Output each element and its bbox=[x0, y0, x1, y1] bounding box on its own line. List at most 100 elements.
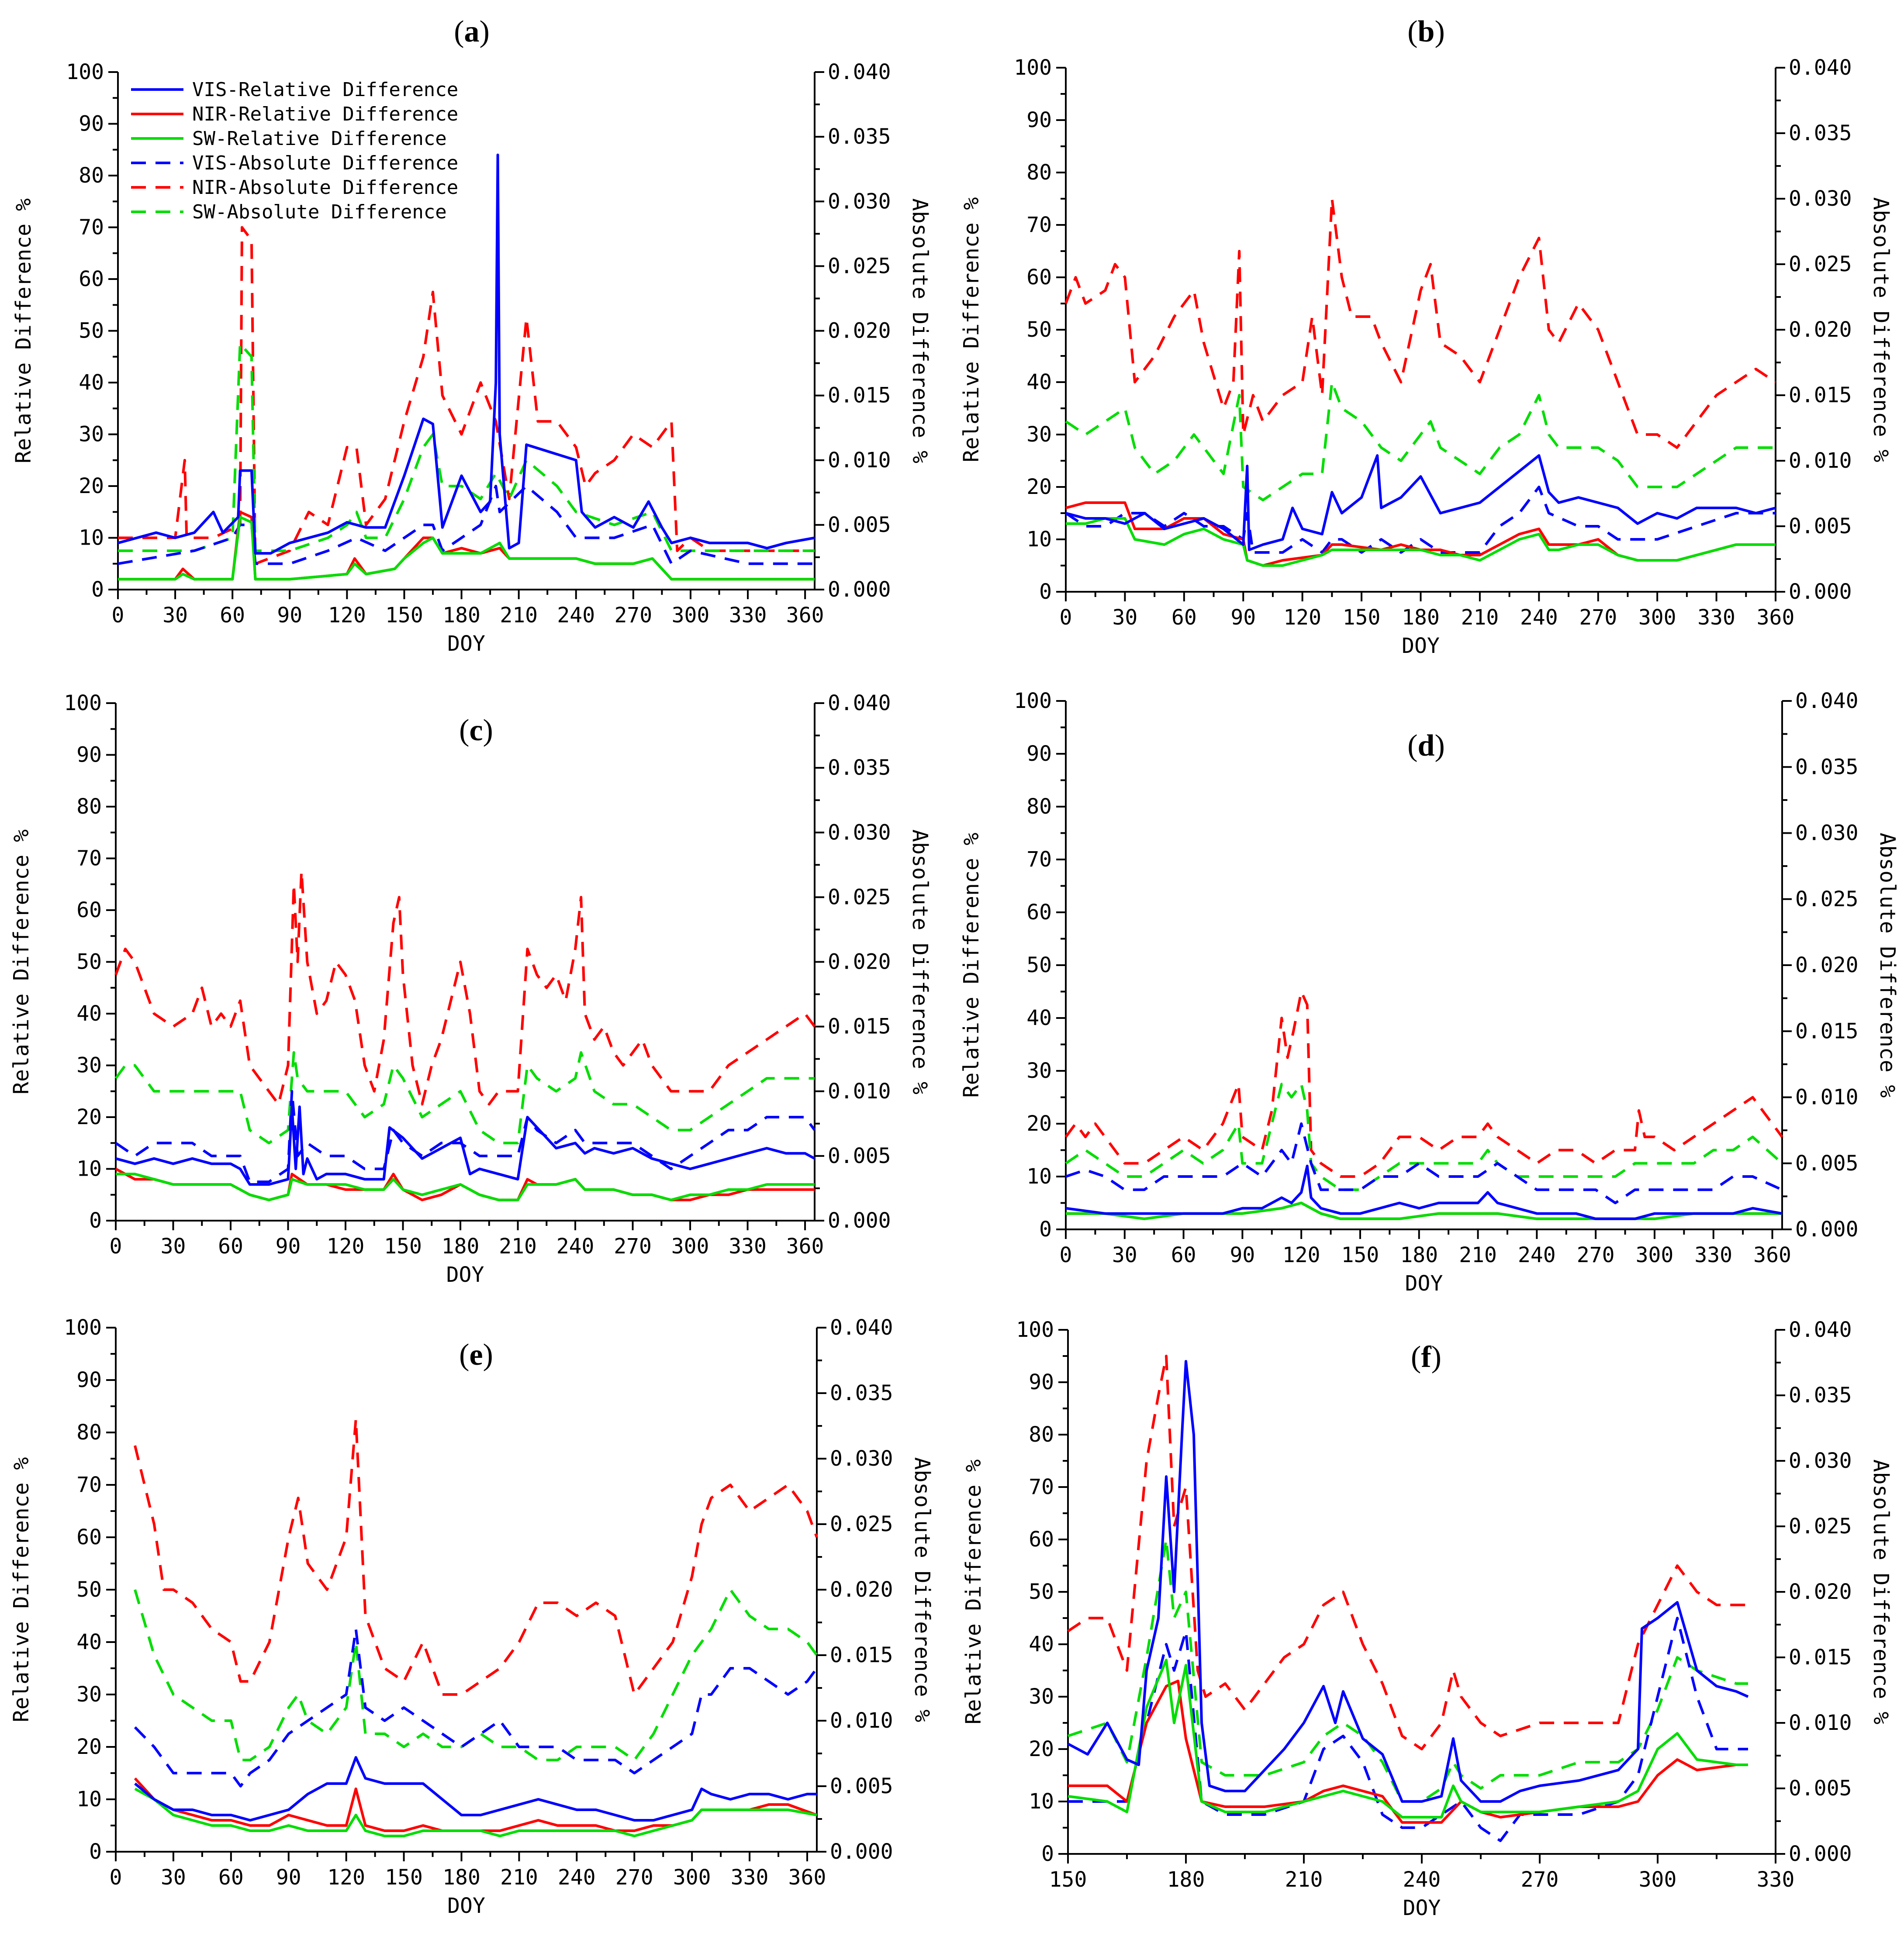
y-tick-label: 80 bbox=[76, 794, 102, 819]
y-tick-label: 90 bbox=[79, 112, 104, 136]
legend-label: NIR-Absolute Difference bbox=[192, 176, 458, 199]
y2-tick-label: 0.005 bbox=[828, 513, 891, 537]
y-tick-label: 100 bbox=[64, 1315, 102, 1340]
series-vis-rel bbox=[1067, 1360, 1749, 1803]
x-tick-label: 90 bbox=[1230, 605, 1256, 630]
y2-tick-label: 0.040 bbox=[828, 691, 891, 715]
y-tick-label: 10 bbox=[76, 1787, 102, 1812]
x-tick-label: 360 bbox=[1753, 1243, 1791, 1267]
x-axis-title: DOY bbox=[1403, 1896, 1441, 1920]
panel-label-letter: c bbox=[469, 714, 483, 747]
series-sw-abs bbox=[114, 1051, 815, 1145]
y2-tick-label: 0.020 bbox=[1789, 317, 1852, 342]
x-tick-label: 60 bbox=[1171, 605, 1197, 630]
x-tick-label: 90 bbox=[277, 603, 302, 628]
y2-tick-label: 0.040 bbox=[830, 1315, 893, 1340]
y-tick-label: 0 bbox=[1039, 580, 1052, 604]
y-tick-label: 100 bbox=[1016, 1318, 1054, 1342]
y2-tick-label: 0.020 bbox=[1789, 1580, 1852, 1604]
y-tick-label: 20 bbox=[79, 474, 104, 498]
series-vis-abs bbox=[1068, 1617, 1748, 1842]
y-tick-label: 40 bbox=[76, 1630, 102, 1654]
x-tick-label: 150 bbox=[385, 1865, 423, 1890]
y-tick-label: 30 bbox=[76, 1682, 102, 1707]
y2-tick-label: 0.025 bbox=[828, 254, 891, 278]
x-axis-title: DOY bbox=[1402, 634, 1440, 658]
x-tick-label: 0 bbox=[1060, 1243, 1072, 1267]
y2-tick-label: 0.015 bbox=[1789, 1645, 1852, 1670]
x-tick-label: 120 bbox=[1282, 1243, 1320, 1267]
series-sw-abs bbox=[134, 1588, 818, 1761]
y-tick-label: 70 bbox=[1029, 1475, 1054, 1499]
y2-tick-label: 0.025 bbox=[1789, 252, 1852, 276]
panel-label: (d) bbox=[1407, 729, 1445, 763]
y2-tick-label: 0.010 bbox=[1789, 1711, 1852, 1735]
y2-tick-label: 0.010 bbox=[828, 1079, 891, 1104]
x-tick-label: 90 bbox=[276, 1234, 301, 1259]
panel-label-letter: a bbox=[464, 15, 480, 48]
y-tick-label: 60 bbox=[76, 1525, 102, 1549]
legend-label: SW-Relative Difference bbox=[192, 128, 447, 150]
y-tick-label: 40 bbox=[76, 1001, 102, 1026]
y-tick-label: 0 bbox=[89, 1208, 102, 1233]
series-nir-rel bbox=[1065, 501, 1776, 567]
series-nir-abs bbox=[1064, 990, 1783, 1178]
x-tick-label: 270 bbox=[1521, 1867, 1559, 1892]
panel-label: (e) bbox=[459, 1338, 493, 1372]
y2-tick-label: 0.000 bbox=[1789, 1842, 1852, 1866]
panel-label-open: ( bbox=[1411, 1340, 1421, 1374]
y2-axis-title: Absolute Difference % bbox=[908, 829, 932, 1094]
y2-tick-label: 0.000 bbox=[828, 577, 891, 602]
x-tick-label: 210 bbox=[499, 1234, 537, 1259]
y-tick-label: 100 bbox=[1014, 689, 1052, 713]
series-nir-abs bbox=[1067, 1355, 1748, 1750]
x-tick-label: 270 bbox=[615, 1865, 653, 1890]
y2-tick-label: 0.005 bbox=[1795, 1151, 1859, 1176]
y-tick-label: 90 bbox=[1026, 742, 1052, 766]
y2-tick-label: 0.005 bbox=[1789, 1776, 1852, 1801]
y2-tick-label: 0.030 bbox=[830, 1446, 893, 1471]
y2-tick-label: 0.000 bbox=[830, 1839, 893, 1864]
x-tick-label: 360 bbox=[788, 1865, 826, 1890]
x-axis-title: DOY bbox=[1405, 1271, 1443, 1296]
x-tick-label: 300 bbox=[1638, 605, 1676, 630]
y2-tick-label: 0.005 bbox=[828, 1144, 891, 1168]
panel-label-letter: f bbox=[1421, 1340, 1431, 1374]
x-tick-label: 60 bbox=[1171, 1243, 1196, 1267]
panel-label-open: ( bbox=[459, 1338, 469, 1372]
panel-label: (c) bbox=[459, 714, 493, 747]
y-tick-label: 50 bbox=[76, 1577, 102, 1602]
x-tick-label: 210 bbox=[1285, 1867, 1323, 1892]
x-tick-label: 360 bbox=[786, 1234, 824, 1259]
x-tick-label: 180 bbox=[442, 1234, 480, 1259]
panel-label-close: ) bbox=[483, 1338, 493, 1372]
y2-tick-label: 0.010 bbox=[828, 448, 891, 473]
series-sw-rel bbox=[116, 1173, 815, 1201]
series-vis-abs bbox=[1065, 1122, 1783, 1204]
legend-label: SW-Absolute Difference bbox=[192, 201, 447, 223]
x-tick-label: 90 bbox=[276, 1865, 301, 1890]
y-axis-title: Relative Difference % bbox=[959, 197, 984, 462]
y2-tick-label: 0.010 bbox=[1795, 1085, 1859, 1110]
panel-label-letter: b bbox=[1418, 15, 1435, 48]
x-tick-label: 240 bbox=[1518, 1243, 1556, 1267]
y-tick-label: 100 bbox=[1014, 55, 1052, 80]
y-tick-label: 30 bbox=[1026, 422, 1052, 447]
y2-axis-title: Absolute Difference % bbox=[908, 198, 932, 463]
x-tick-label: 180 bbox=[1400, 1243, 1438, 1267]
y-tick-label: 100 bbox=[66, 60, 104, 84]
series-vis-abs bbox=[1065, 486, 1776, 554]
x-tick-label: 330 bbox=[1694, 1243, 1732, 1267]
x-tick-label: 0 bbox=[110, 1234, 122, 1259]
y2-tick-label: 0.000 bbox=[1789, 580, 1852, 604]
x-tick-label: 210 bbox=[1461, 605, 1499, 630]
y-tick-label: 80 bbox=[76, 1420, 102, 1445]
y-tick-label: 50 bbox=[1026, 953, 1052, 977]
x-tick-label: 150 bbox=[1341, 1243, 1379, 1267]
y2-tick-label: 0.030 bbox=[1795, 821, 1859, 845]
y-tick-label: 40 bbox=[1029, 1632, 1054, 1656]
x-tick-label: 360 bbox=[786, 603, 824, 628]
y2-tick-label: 0.020 bbox=[828, 950, 891, 974]
panel-label: (b) bbox=[1407, 15, 1445, 48]
x-axis-title: DOY bbox=[446, 1263, 484, 1287]
